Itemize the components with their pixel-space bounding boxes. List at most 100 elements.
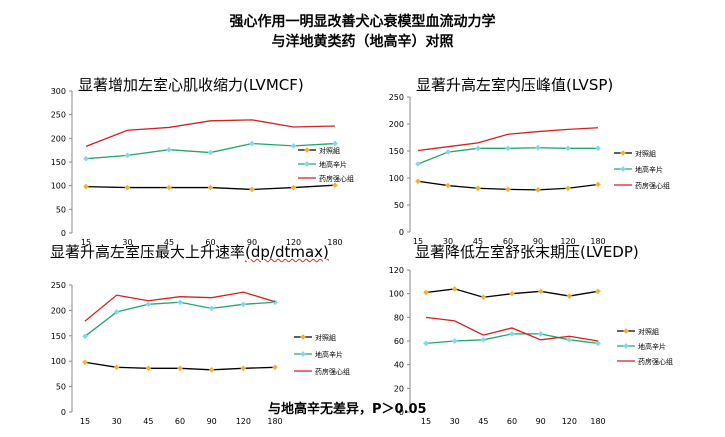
y-tick-label: 150 (51, 332, 66, 341)
chart-title-dpdtmax-unit: (dp/dtmax) (245, 243, 329, 261)
x-tick-label: 60 (503, 237, 513, 246)
data-point-control (423, 289, 429, 296)
data-point-digoxin (423, 340, 429, 347)
data-point-digoxin (537, 331, 544, 337)
data-point-digoxin (475, 145, 481, 152)
y-tick-label: 40 (394, 361, 404, 370)
data-point-digoxin (565, 145, 571, 152)
legend-label-yaofang: 药房强心组 (319, 174, 354, 183)
y-tick-label: 150 (51, 158, 66, 167)
slide-title-line-2: 与洋地黄类药（地高辛）对照 (271, 34, 454, 50)
data-point-control (537, 288, 544, 295)
data-point-control (166, 184, 172, 191)
y-tick-label: 150 (389, 147, 404, 156)
legend-label-control: 对照組 (319, 146, 340, 155)
x-tick-label: 15 (413, 237, 423, 246)
data-point-control (565, 185, 571, 192)
data-point-digoxin (124, 152, 131, 159)
y-tick-label: 200 (51, 134, 66, 143)
x-tick-label: 30 (122, 238, 132, 247)
y-tick-label: 80 (394, 313, 404, 322)
chart-title-lvedp: 显著降低左室舒张末期压(LVEDP) (415, 243, 639, 261)
legend-marker-control (304, 147, 310, 153)
legend-label-yaofang: 药房强心组 (638, 357, 673, 366)
x-tick-label: 60 (507, 417, 517, 426)
legend-label-digoxin: 地高辛片 (638, 342, 666, 351)
series-line-yaofang (84, 291, 276, 322)
x-tick-label: 90 (533, 237, 543, 246)
legend-label-yaofang: 药房强心组 (635, 181, 670, 190)
data-point-control (451, 286, 458, 292)
chart-3: 0 20 40 60 80 100 120 15 30 45 60 90 120 180 对照組地高辛片药房… (389, 266, 673, 426)
data-point-digoxin (249, 140, 255, 147)
x-tick-label: 45 (478, 417, 488, 426)
legend-label-control: 对照組 (638, 327, 659, 336)
data-point-digoxin (240, 301, 247, 308)
data-point-control (509, 290, 515, 297)
legend-marker-digoxin (623, 343, 629, 349)
x-tick-label: 90 (536, 417, 546, 426)
series-line-yaofang (417, 127, 599, 152)
data-point-control (595, 181, 601, 188)
legend-label-digoxin: 地高辛片 (319, 160, 347, 169)
x-tick-label: 120 (236, 417, 251, 426)
x-tick-label: 30 (450, 417, 460, 426)
data-point-digoxin (83, 155, 89, 162)
x-tick-label: 15 (81, 238, 91, 247)
x-tick-label: 180 (327, 238, 342, 247)
y-tick-label: 250 (389, 93, 404, 102)
data-point-digoxin (166, 146, 172, 153)
data-point-control (480, 294, 487, 301)
data-point-digoxin (332, 140, 338, 147)
y-tick-label: 0 (61, 408, 66, 417)
x-tick-label: 30 (112, 417, 122, 426)
data-point-control (566, 293, 573, 299)
data-point-digoxin (566, 336, 573, 343)
data-point-control (83, 183, 89, 190)
x-tick-label: 120 (286, 238, 301, 247)
y-tick-label: 300 (51, 87, 66, 96)
legend-marker-digoxin (300, 351, 306, 357)
legend-label-digoxin: 地高辛片 (315, 350, 343, 359)
y-tick-label: 50 (394, 201, 404, 210)
y-tick-label: 120 (389, 266, 404, 275)
data-point-control (82, 359, 88, 366)
legend-marker-digoxin (304, 161, 310, 167)
data-point-digoxin (595, 340, 601, 347)
y-tick-label: 250 (51, 111, 66, 120)
legend-label-yaofang: 药房强心组 (315, 367, 350, 376)
data-point-digoxin (145, 301, 152, 308)
data-point-digoxin (535, 144, 541, 151)
data-point-digoxin (177, 299, 183, 306)
x-tick-label: 120 (560, 237, 575, 246)
data-point-control (207, 184, 214, 191)
data-point-control (415, 178, 421, 185)
data-point-digoxin (509, 331, 515, 337)
x-tick-label: 120 (562, 417, 577, 426)
y-tick-label: 20 (394, 384, 404, 393)
slide-title-line-1: 强心作用一明显改善犬心衰模型血流动力学 (229, 14, 496, 30)
x-tick-label: 15 (80, 417, 90, 426)
y-tick-label: 0 (399, 408, 404, 417)
data-point-control (290, 184, 297, 191)
x-tick-label: 45 (164, 238, 174, 247)
x-tick-label: 30 (443, 237, 453, 246)
series-line-yaofang (425, 316, 599, 342)
data-point-control (332, 182, 338, 189)
x-tick-label: 60 (205, 238, 215, 247)
y-tick-label: 100 (51, 182, 66, 191)
data-point-digoxin (595, 145, 601, 152)
x-tick-label: 45 (143, 417, 153, 426)
data-point-digoxin (445, 149, 451, 155)
y-tick-label: 50 (56, 383, 66, 392)
x-tick-label: 60 (175, 417, 185, 426)
legend-marker-control (623, 328, 629, 334)
series-line-digoxin (84, 301, 276, 337)
data-point-digoxin (505, 145, 511, 152)
data-point-digoxin (82, 333, 88, 340)
x-tick-label: 15 (421, 417, 431, 426)
data-point-control (535, 187, 541, 193)
chart-0: 0 50 100 150 200 250 300 15 30 45 60 90 120 180 对照組地高辛… (51, 87, 354, 247)
data-point-control (505, 186, 511, 193)
